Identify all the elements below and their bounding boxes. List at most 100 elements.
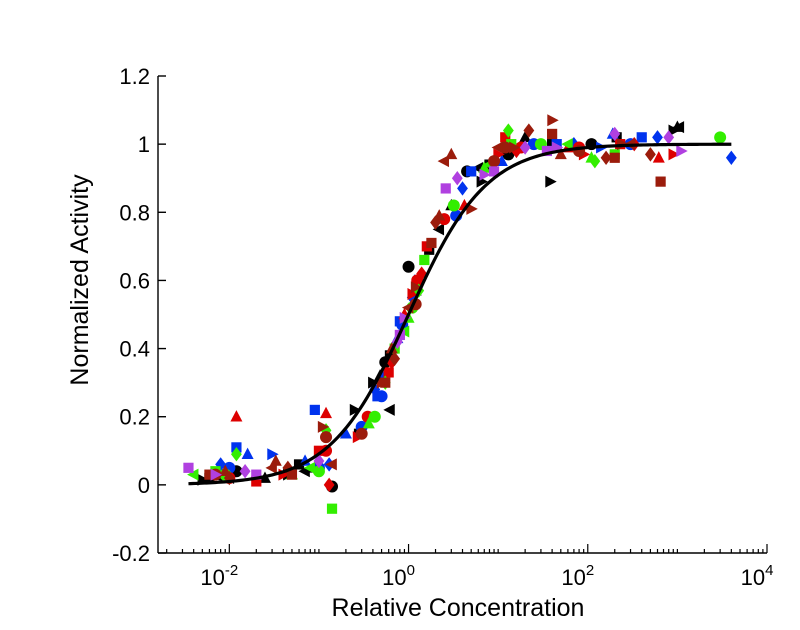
data-point <box>432 223 445 236</box>
data-point <box>230 410 243 422</box>
data-point <box>545 175 557 188</box>
data-point <box>600 150 612 165</box>
data-point <box>561 138 573 151</box>
x-tick-exponent: 0 <box>407 562 415 579</box>
data-point <box>215 457 227 472</box>
data-point <box>323 477 335 493</box>
x-tick-label: 10-2 <box>200 562 238 590</box>
data-point <box>519 130 532 143</box>
data-point <box>362 416 375 429</box>
data-point <box>541 145 553 157</box>
data-point <box>326 503 338 514</box>
data-point <box>725 150 737 165</box>
data-point <box>476 175 488 188</box>
data-point <box>269 454 282 466</box>
data-point <box>488 166 500 177</box>
x-tick-base: 10 <box>741 565 765 590</box>
data-point <box>313 445 325 456</box>
data-point <box>339 427 352 439</box>
data-point <box>349 403 362 416</box>
data-point <box>491 141 503 154</box>
x-tick-exponent: 4 <box>765 562 773 579</box>
data-point <box>251 476 262 487</box>
data-point <box>183 462 194 473</box>
data-point <box>500 132 511 143</box>
data-point <box>410 281 423 294</box>
data-point <box>509 141 521 154</box>
axes: -0.200.20.40.60.811.210-2 100 102 104 <box>112 64 773 590</box>
data-point <box>457 181 468 196</box>
data-point <box>419 254 430 266</box>
x-tick-base: 10 <box>561 565 585 590</box>
data-point <box>523 123 535 138</box>
data-point <box>437 155 450 168</box>
fit-curve <box>188 142 732 486</box>
data-point <box>407 288 419 301</box>
data-point <box>652 151 665 163</box>
data-point <box>609 152 620 163</box>
data-point <box>609 126 621 142</box>
data-point <box>187 468 199 481</box>
y-tick-label: 1 <box>138 132 150 157</box>
data-point <box>676 144 688 157</box>
data-point <box>383 403 395 416</box>
x-tick-label: 100 <box>382 562 415 590</box>
data-point <box>645 147 656 162</box>
data-point <box>430 215 441 230</box>
data-point <box>303 461 316 474</box>
y-tick-label: 0 <box>138 473 150 498</box>
data-point <box>668 124 680 137</box>
data-point <box>265 461 277 474</box>
y-tick-label: 0.8 <box>119 200 150 225</box>
data-point <box>251 469 262 480</box>
data-point <box>554 147 567 160</box>
data-point <box>317 420 330 433</box>
x-tick-base: 10 <box>382 565 406 590</box>
data-point <box>668 148 680 161</box>
data-point <box>320 423 332 438</box>
x-tick-exponent: -2 <box>225 562 238 579</box>
data-point <box>204 469 215 480</box>
data-point <box>325 458 337 471</box>
data-point <box>309 404 320 415</box>
data-point <box>210 468 223 481</box>
x-tick-label: 104 <box>741 562 774 590</box>
data-point <box>451 171 463 186</box>
data-point <box>440 183 451 194</box>
x-tick-base: 10 <box>200 565 224 590</box>
data-point <box>355 427 368 440</box>
data-point <box>376 376 389 389</box>
data-point <box>547 128 558 140</box>
data-point <box>372 391 383 402</box>
y-tick-label: 0.2 <box>119 405 150 430</box>
data-point <box>267 448 279 461</box>
data-point <box>519 140 531 155</box>
data-point <box>286 469 298 480</box>
data-point <box>488 155 501 168</box>
y-tick-label: -0.2 <box>112 541 150 566</box>
data-point <box>714 131 727 144</box>
x-tick-exponent: 2 <box>586 562 594 579</box>
data-point <box>568 136 580 152</box>
y-tick-label: 0.6 <box>119 268 150 293</box>
data-point <box>389 351 401 366</box>
data-point <box>368 410 381 423</box>
x-tick-label: 102 <box>561 562 594 590</box>
data-point <box>239 464 251 479</box>
data-point <box>466 166 477 177</box>
data-point <box>479 168 491 181</box>
data-point <box>589 153 601 169</box>
data-point <box>672 121 685 134</box>
data-point <box>655 176 666 187</box>
data-point <box>652 130 663 145</box>
data-point <box>663 130 675 145</box>
x-axis-title: Relative Concentration <box>332 594 585 622</box>
data-point <box>426 237 437 249</box>
data-point <box>320 406 333 419</box>
data-point <box>320 431 333 444</box>
plot-area <box>183 114 737 514</box>
data-point <box>447 199 460 212</box>
data-point <box>386 355 398 370</box>
data-point <box>241 447 254 459</box>
